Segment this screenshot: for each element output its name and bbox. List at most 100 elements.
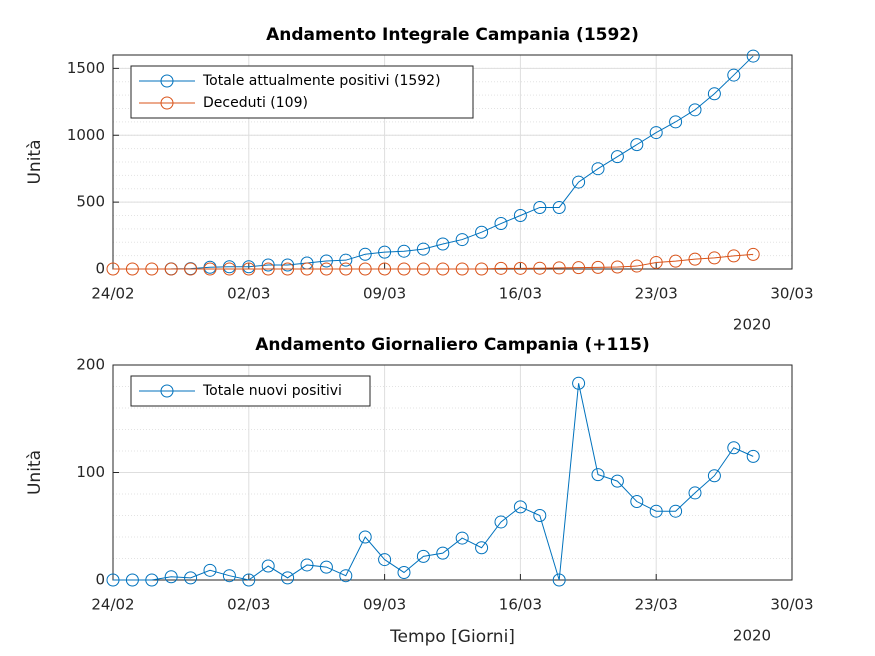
x-tick-label: 23/03 (635, 596, 678, 614)
x-tick-label: 16/03 (499, 596, 542, 614)
marker (707, 87, 721, 101)
marker (494, 261, 508, 275)
legend-marker (160, 384, 174, 398)
marker (203, 262, 217, 276)
marker (281, 262, 295, 276)
marker (281, 258, 295, 272)
marker (242, 262, 256, 276)
chart-title: Andamento Giornaliero Campania (+115) (255, 335, 649, 355)
y-tick-label: 0 (95, 571, 105, 589)
marker (649, 504, 663, 518)
legend-label: Totale attualmente positivi (1592) (202, 73, 441, 89)
axes-box (112, 364, 793, 581)
marker (707, 251, 721, 265)
marker (242, 573, 256, 587)
marker (378, 245, 392, 259)
y-axis-label: Unità (25, 450, 45, 495)
marker (300, 262, 314, 276)
marker (552, 261, 566, 275)
marker (727, 441, 741, 455)
marker (106, 573, 120, 587)
marker (416, 242, 430, 256)
marker (610, 474, 624, 488)
marker (552, 573, 566, 587)
legend: Totale nuovi positivi (130, 375, 371, 407)
marker (184, 571, 198, 585)
marker (746, 49, 760, 63)
marker (184, 262, 198, 276)
marker (746, 449, 760, 463)
marker (397, 262, 411, 276)
x-axis-label: Tempo [Giorni] (389, 627, 515, 647)
marker (610, 260, 624, 274)
marker (125, 573, 139, 587)
x-tick-label: 16/03 (499, 285, 542, 303)
marker (552, 200, 566, 214)
marker (164, 262, 178, 276)
marker (494, 515, 508, 529)
marker (630, 259, 644, 273)
marker (455, 262, 469, 276)
marker (164, 570, 178, 584)
marker (358, 247, 372, 261)
marker (300, 558, 314, 572)
marker (572, 261, 586, 275)
marker (707, 469, 721, 483)
marker (416, 262, 430, 276)
x-tick-label: 24/02 (91, 285, 134, 303)
y-tick-label: 1000 (67, 126, 105, 144)
marker (378, 553, 392, 567)
marker (533, 509, 547, 522)
x-tick-label: 24/02 (91, 596, 134, 614)
y-tick-label: 200 (76, 356, 105, 374)
marker (397, 565, 411, 579)
x-tick-label: 02/03 (227, 596, 270, 614)
marker (513, 261, 527, 275)
marker (436, 237, 450, 251)
marker (649, 126, 663, 140)
legend: Totale attualmente positivi (1592) Decedu… (130, 65, 474, 119)
marker (319, 254, 333, 268)
marker (494, 217, 508, 231)
marker (358, 530, 372, 544)
y-tick-label: 0 (95, 260, 105, 278)
marker (358, 262, 372, 276)
marker (319, 560, 333, 574)
marker (475, 225, 489, 239)
marker (688, 486, 702, 500)
legend-label: Deceduti (109) (203, 95, 308, 111)
x-tick-label: 09/03 (363, 285, 406, 303)
marker (610, 150, 624, 164)
y-tick-label: 100 (76, 463, 105, 481)
marker (649, 255, 663, 269)
series-line (171, 55, 754, 270)
x-tick-label: 02/03 (227, 285, 270, 303)
marker (436, 262, 450, 276)
y-axis-label: Unità (25, 139, 45, 184)
legend-marker (160, 74, 174, 88)
marker (261, 262, 275, 276)
marker (630, 138, 644, 152)
y-tick-label: 500 (76, 193, 105, 211)
marker (261, 559, 275, 573)
marker (397, 244, 411, 258)
marker (222, 569, 236, 583)
marker (455, 531, 469, 545)
marker (513, 500, 527, 514)
series-line (113, 253, 754, 270)
marker (261, 258, 275, 272)
marker (513, 209, 527, 222)
x-tick-label: 23/03 (635, 285, 678, 303)
marker (203, 563, 217, 577)
marker (378, 262, 392, 276)
legend-marker (160, 96, 174, 110)
x-tick-label: 30/03 (770, 596, 813, 614)
marker (688, 252, 702, 266)
marker (572, 376, 586, 390)
marker (339, 253, 353, 267)
marker (125, 262, 139, 276)
marker (416, 549, 430, 563)
series-line (113, 383, 754, 581)
marker (591, 468, 605, 482)
